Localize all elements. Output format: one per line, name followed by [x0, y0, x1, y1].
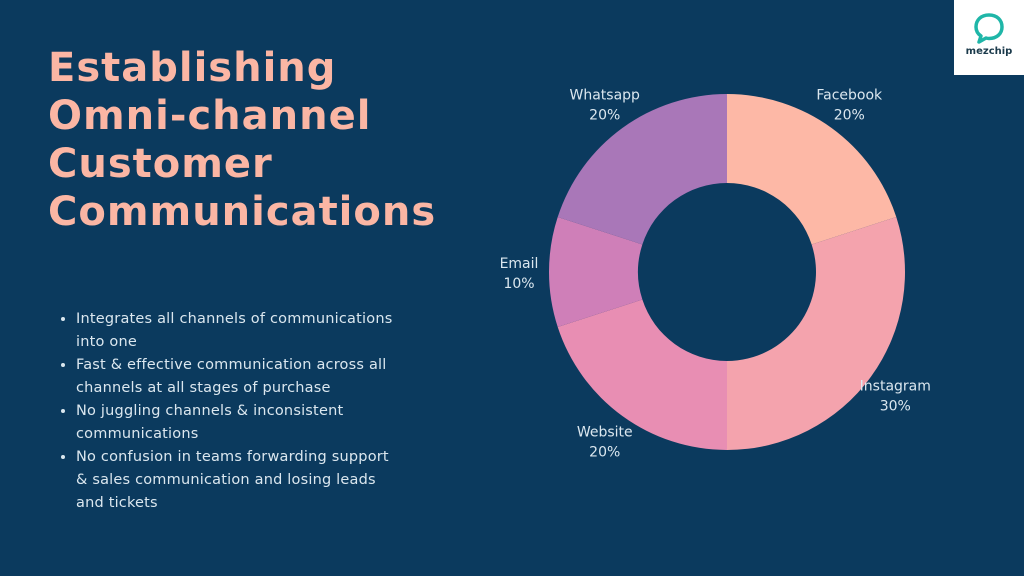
donut-slice-whatsapp [557, 94, 727, 245]
slice-label: Instagram [860, 378, 931, 394]
donut-slice-website [557, 299, 727, 450]
logo[interactable]: mezchip [954, 0, 1024, 75]
title-line: Establishing [48, 45, 337, 91]
slice-value-label: 20% [589, 444, 620, 460]
logo-text: mezchip [965, 46, 1013, 57]
bullet-item: No confusion in teams forwarding support… [76, 446, 396, 515]
donut-slice-email [548, 216, 643, 328]
bullet-item: Fast & effective communication across al… [76, 354, 396, 400]
slice-value-label: 10% [503, 276, 534, 292]
slice-value-label: 20% [589, 108, 620, 124]
slice-label: Whatsapp [570, 88, 641, 104]
slice-value-label: 30% [880, 398, 911, 414]
slice-label: Email [500, 256, 539, 272]
bullet-list: Integrates all channels of communication… [56, 308, 396, 515]
bullet-item: Integrates all channels of communication… [76, 308, 396, 354]
slice-label: Website [577, 424, 633, 440]
donut-slice-facebook [727, 94, 897, 245]
slice-label: Facebook [816, 88, 883, 104]
chat-bubble-icon [974, 13, 1004, 44]
title-line: Customer [48, 141, 273, 187]
title-line: Omni-channel [48, 93, 372, 139]
title-line: Communications [48, 189, 437, 235]
donut-slice-instagram [727, 216, 906, 450]
slice-value-label: 20% [834, 108, 865, 124]
bullet-item: No juggling channels & inconsistent comm… [76, 400, 396, 446]
slide-title: Establishing Omni-channel Customer Commu… [48, 44, 468, 236]
